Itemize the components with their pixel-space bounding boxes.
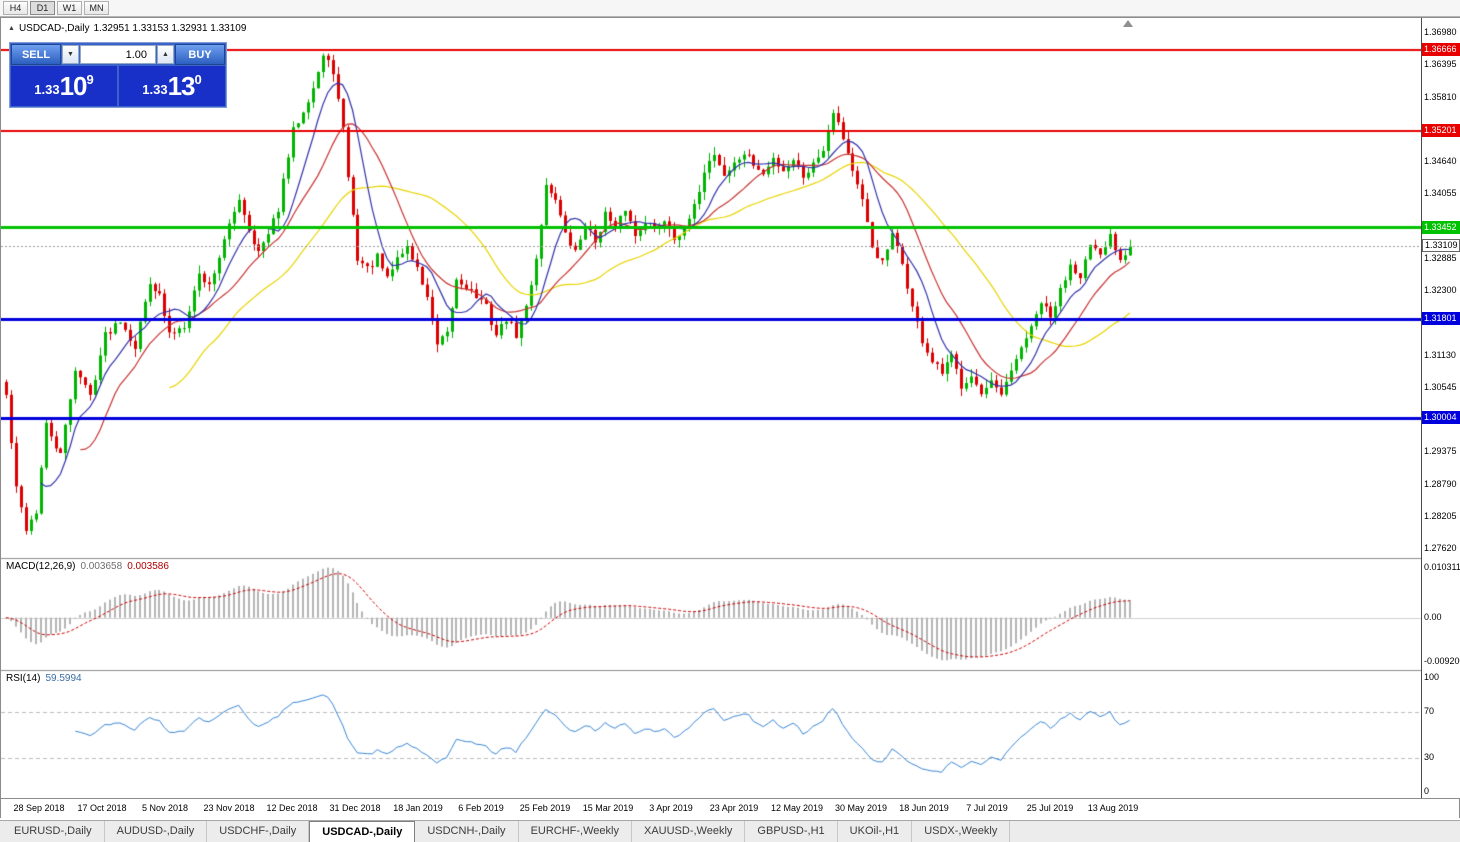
timeframe-w1-button[interactable]: W1 <box>57 1 82 15</box>
date-label: 6 Feb 2019 <box>458 803 504 813</box>
date-label: 12 May 2019 <box>770 803 824 813</box>
date-label: 5 Nov 2018 <box>141 803 189 813</box>
timeframe-h4-button[interactable]: H4 <box>3 1 28 15</box>
chart-tab-gbpusd[interactable]: GBPUSD-,H1 <box>745 821 838 842</box>
price-tag-resistance-1: 1.36666 <box>1422 43 1460 56</box>
price-axis-label: 1.30545 <box>1424 382 1457 392</box>
price-tag-support-blue-2: 1.30004 <box>1422 411 1460 424</box>
date-label: 12 Dec 2018 <box>266 803 318 813</box>
volume-input[interactable] <box>80 45 156 64</box>
chart-tab-usdx[interactable]: USDX-,Weekly <box>912 821 1011 842</box>
chart-tab-bar: EURUSD-,Daily AUDUSD-,Daily USDCHF-,Dail… <box>0 820 1460 842</box>
date-label: 23 Apr 2019 <box>709 803 759 813</box>
date-label: 31 Dec 2018 <box>329 803 381 813</box>
price-chart-canvas[interactable] <box>1 18 1421 798</box>
macd-header: MACD(12,26,9) 0.003658 0.003586 <box>6 561 169 572</box>
one-click-collapse-icon[interactable]: ▲ <box>8 25 15 32</box>
price-axis-label: 1.32885 <box>1424 253 1457 263</box>
chart-tab-eurchf[interactable]: EURCHF-,Weekly <box>519 821 632 842</box>
price-axis-label: 1.36395 <box>1424 59 1457 69</box>
price-axis-label: 1.34055 <box>1424 188 1457 198</box>
date-axis[interactable]: 28 Sep 2018 17 Oct 2018 5 Nov 2018 23 No… <box>1 798 1459 818</box>
price-axis-label: 1.34640 <box>1424 156 1457 166</box>
chart-symbol-label: USDCAD-,Daily <box>18 23 90 34</box>
chart-tab-usdchf[interactable]: USDCHF-,Daily <box>207 821 310 842</box>
date-label: 23 Nov 2018 <box>203 803 255 813</box>
rsi-axis-label: 30 <box>1424 752 1435 762</box>
date-label: 30 May 2019 <box>834 803 888 813</box>
date-label: 25 Jul 2019 <box>1026 803 1074 813</box>
price-tag-current-bid: 1.33109 <box>1422 239 1460 252</box>
macd-name: MACD(12,26,9) <box>6 561 76 572</box>
date-label: 18 Jan 2019 <box>393 803 443 813</box>
chart-tab-usdcad[interactable]: USDCAD-,Daily <box>309 821 416 842</box>
volume-increase-icon[interactable]: ▲ <box>157 45 174 64</box>
macd-value: 0.003658 <box>80 561 123 572</box>
chart-shift-marker-icon[interactable] <box>1123 20 1133 27</box>
price-tag-support-blue-1: 1.31801 <box>1422 312 1460 325</box>
price-tag-resistance-2: 1.35201 <box>1422 124 1460 137</box>
date-label: 15 Mar 2019 <box>582 803 634 813</box>
chart-tab-xauusd[interactable]: XAUUSD-,Weekly <box>632 821 746 842</box>
macd-axis-label: 0.010311 <box>1424 562 1460 572</box>
timeframe-toolbar: H4 D1 W1 MN <box>0 0 1460 17</box>
rsi-axis-label: 0 <box>1424 786 1430 796</box>
buy-price-pips: 13 <box>167 70 196 101</box>
rsi-header: RSI(14) 59.5994 <box>6 673 82 684</box>
date-label: 17 Oct 2018 <box>77 803 127 813</box>
price-axis-label: 1.31130 <box>1424 350 1456 360</box>
chart-title: ▲ USDCAD-,Daily 1.32951 1.33153 1.32931 … <box>8 23 246 34</box>
price-axis-label: 1.29375 <box>1424 446 1457 456</box>
macd-axis-label: -0.009200 <box>1424 656 1460 666</box>
date-label: 3 Apr 2019 <box>649 803 693 813</box>
sell-price-pips: 10 <box>59 70 88 101</box>
timeframe-d1-button[interactable]: D1 <box>30 1 55 15</box>
date-label: 7 Jul 2019 <box>966 803 1008 813</box>
date-label: 13 Aug 2019 <box>1087 803 1139 813</box>
sell-button[interactable]: SELL <box>11 44 61 65</box>
sell-price-point: 9 <box>86 72 94 87</box>
date-label: 18 Jun 2019 <box>899 803 949 813</box>
price-axis[interactable]: 1.36980 1.36395 1.35810 1.34640 1.34055 … <box>1421 18 1460 798</box>
date-label: 28 Sep 2018 <box>13 803 65 813</box>
date-label: 25 Feb 2019 <box>519 803 571 813</box>
price-axis-label: 1.36980 <box>1424 27 1457 37</box>
price-axis-label: 1.35810 <box>1424 92 1457 102</box>
timeframe-mn-button[interactable]: MN <box>84 1 109 15</box>
price-axis-label: 1.27620 <box>1424 543 1457 553</box>
rsi-axis-label: 100 <box>1424 672 1440 682</box>
buy-price-display[interactable]: 1.33 13 0 <box>119 66 225 106</box>
price-axis-label: 1.28790 <box>1424 479 1457 489</box>
chart-tab-ukoil[interactable]: UKOil-,H1 <box>838 821 913 842</box>
macd-signal-value: 0.003586 <box>127 561 169 572</box>
chart-tab-eurusd[interactable]: EURUSD-,Daily <box>2 821 105 842</box>
sell-price-base: 1.33 <box>34 82 60 97</box>
chart-ohlc-values: 1.32951 1.33153 1.32931 1.33109 <box>93 23 247 34</box>
rsi-value: 59.5994 <box>45 673 82 684</box>
rsi-name: RSI(14) <box>6 673 41 684</box>
buy-button[interactable]: BUY <box>175 44 225 65</box>
sell-price-display[interactable]: 1.33 10 9 <box>11 66 117 106</box>
price-axis-label: 1.32300 <box>1424 285 1457 295</box>
chart-tab-usdcnh[interactable]: USDCNH-,Daily <box>415 821 519 842</box>
macd-axis-label: 0.00 <box>1424 612 1442 622</box>
price-axis-label: 1.28205 <box>1424 511 1457 521</box>
volume-decrease-icon[interactable]: ▼ <box>62 45 79 64</box>
price-tag-support-green: 1.33452 <box>1422 221 1460 234</box>
buy-price-base: 1.33 <box>142 82 168 97</box>
chart-window: ▲ USDCAD-,Daily 1.32951 1.33153 1.32931 … <box>0 17 1460 818</box>
rsi-axis-label: 70 <box>1424 706 1435 716</box>
chart-tab-audusd[interactable]: AUDUSD-,Daily <box>105 821 208 842</box>
buy-price-point: 0 <box>194 72 202 87</box>
